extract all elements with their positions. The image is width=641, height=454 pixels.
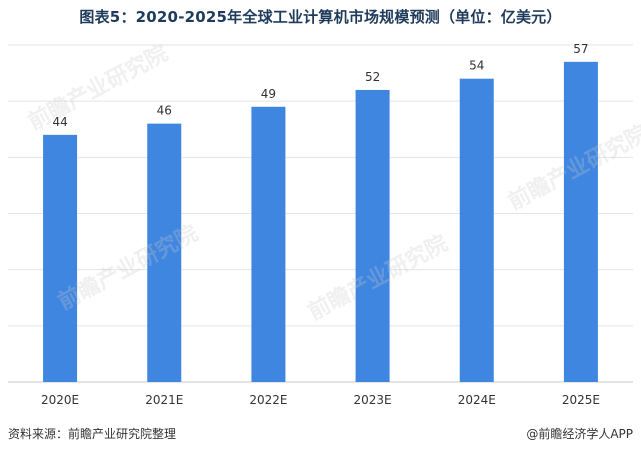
- bar-2025E: [563, 61, 598, 382]
- bar-2021E: [147, 123, 182, 382]
- bars: [43, 61, 598, 383]
- x-tick-label: 2021E: [145, 393, 183, 407]
- x-tick-label: 2025E: [562, 393, 600, 407]
- credit-note: @前瞻经济学人APP: [526, 427, 633, 441]
- x-tick-label: 2020E: [41, 393, 79, 407]
- bar-2022E: [251, 106, 286, 383]
- source-note: 资料来源：前瞻产业研究院整理: [8, 427, 177, 441]
- x-tick-label: 2023E: [354, 393, 392, 407]
- bar-2023E: [355, 89, 390, 382]
- value-label: 49: [261, 87, 276, 101]
- x-tick-label: 2022E: [249, 393, 287, 407]
- value-label: 46: [157, 104, 172, 118]
- bar-2020E: [43, 134, 78, 382]
- value-label: 52: [365, 70, 380, 84]
- value-label: 44: [52, 115, 67, 129]
- value-label: 57: [573, 42, 588, 56]
- x-tick-labels: 2020E 2021E 2022E 2023E 2024E 2025E: [41, 393, 600, 407]
- bar-2024E: [459, 78, 494, 382]
- value-labels: 44 46 49 52 54 57: [52, 42, 588, 129]
- value-label: 54: [469, 59, 484, 73]
- x-tick-label: 2024E: [458, 393, 496, 407]
- chart-title: 图表5：2020-2025年全球工业计算机市场规模预测（单位：亿美元）: [79, 8, 562, 26]
- gridlines: [8, 44, 633, 383]
